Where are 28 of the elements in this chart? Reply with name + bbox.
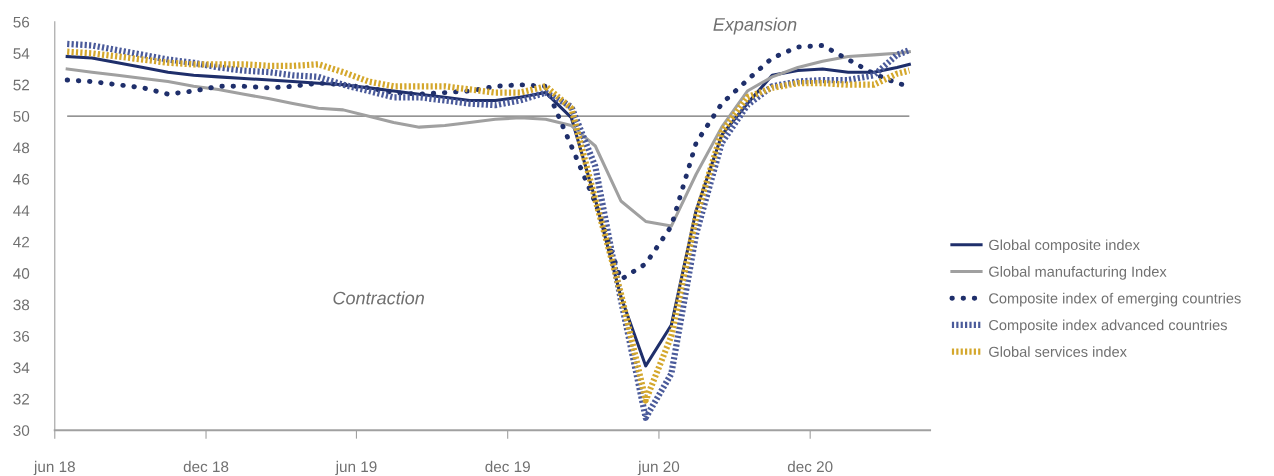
legend-label: Global composite index [989,239,1140,253]
y-tick-label: 46 [13,173,30,185]
x-tick-label: jun 19 [335,460,377,476]
y-tick-label: 44 [13,205,30,216]
y-tick-label: 48 [13,142,30,154]
y-tick-label: 30 [13,425,30,436]
x-tick-label: jun 18 [33,460,75,476]
y-tick-label: 40 [13,268,30,279]
y-tick-label: 52 [13,79,30,91]
y-tick-label: 54 [13,48,30,59]
y-tick-label: 38 [13,299,30,311]
x-tick-label: jun 20 [637,460,680,476]
annotation: Contraction [333,291,424,305]
y-tick-label: 56 [13,16,30,28]
annotation: Expansion [713,17,797,35]
x-tick-label: dec 18 [183,460,229,473]
legend-label: Composite index of emerging countries [989,292,1241,307]
legend-label: Global manufacturing Index [989,266,1167,280]
x-tick-label: dec 20 [787,460,833,473]
y-tick-label: 50 [13,111,30,122]
y-tick-label: 32 [13,393,30,405]
legend-label: Global services index [989,346,1127,357]
x-tick-label: dec 19 [485,460,530,473]
y-tick-label: 36 [13,330,30,342]
y-tick-label: 34 [13,362,30,374]
line-series [65,50,911,228]
y-tick-label: 42 [13,236,30,248]
legend-label: Composite index advanced countries [989,319,1227,334]
